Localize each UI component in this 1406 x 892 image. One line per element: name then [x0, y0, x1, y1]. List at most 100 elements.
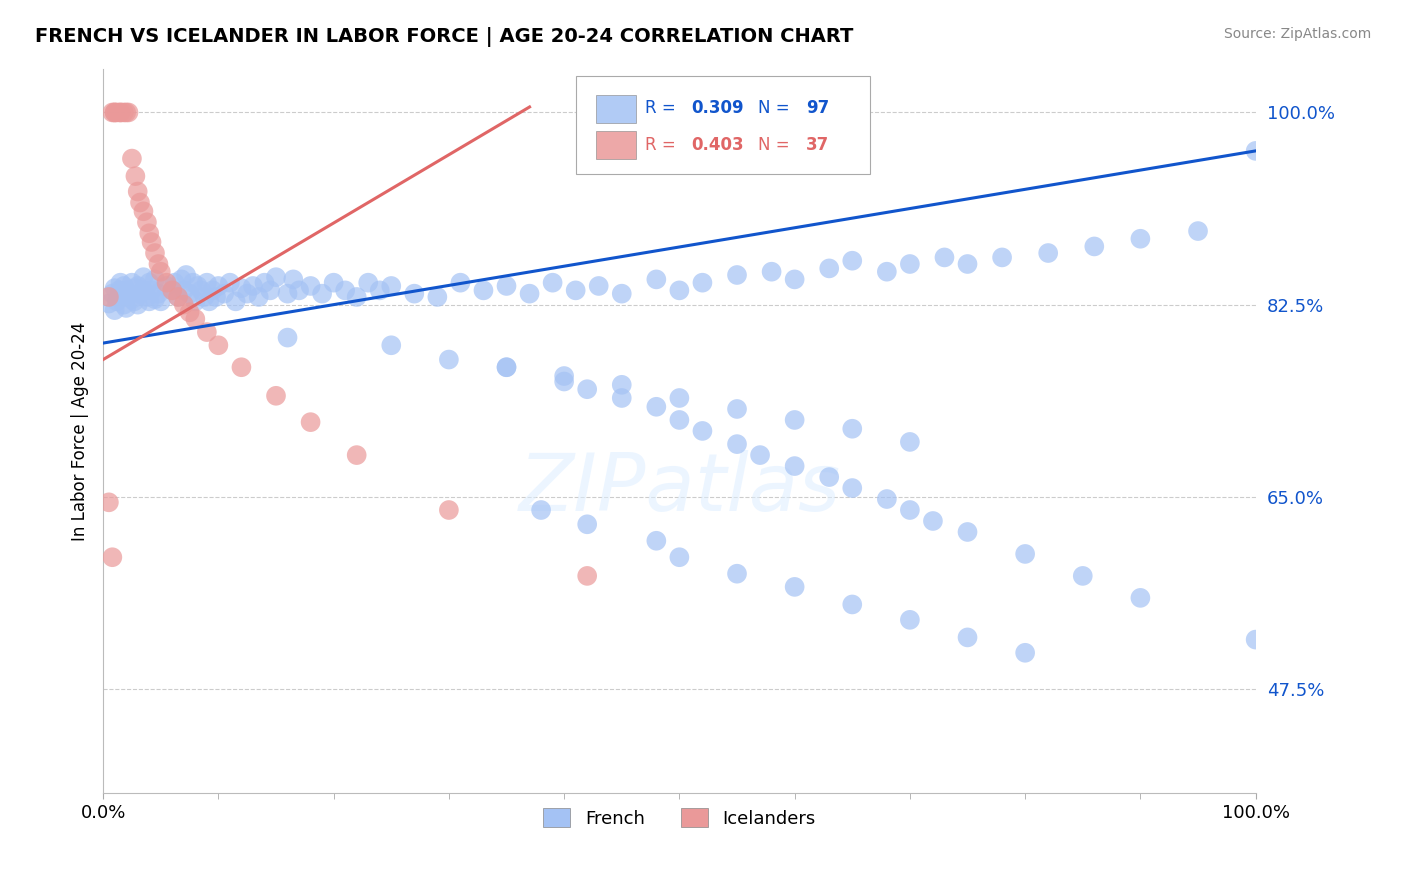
- Point: [163, 276, 186, 290]
- Point: [124, 281, 146, 295]
- Point: [322, 276, 344, 290]
- Point: [104, 303, 127, 318]
- Point: [783, 413, 806, 427]
- Point: [610, 286, 633, 301]
- Point: [143, 246, 166, 260]
- Point: [181, 276, 204, 290]
- Point: [692, 424, 714, 438]
- Point: [117, 286, 139, 301]
- Point: [242, 279, 264, 293]
- Point: [783, 459, 806, 474]
- Point: [1038, 246, 1060, 260]
- Point: [841, 598, 863, 612]
- Point: [179, 305, 201, 319]
- Point: [668, 284, 690, 298]
- Point: [841, 253, 863, 268]
- Point: [253, 276, 276, 290]
- Point: [184, 294, 207, 309]
- Point: [97, 296, 120, 310]
- Point: [588, 279, 610, 293]
- Point: [127, 185, 149, 199]
- Point: [121, 276, 143, 290]
- Point: [112, 105, 135, 120]
- Text: 97: 97: [806, 99, 830, 118]
- Point: [553, 375, 575, 389]
- Point: [898, 503, 921, 517]
- Point: [264, 270, 287, 285]
- Point: [184, 312, 207, 326]
- Text: 0.403: 0.403: [690, 136, 744, 153]
- Point: [645, 533, 668, 548]
- Point: [1129, 232, 1152, 246]
- Point: [437, 503, 460, 517]
- Point: [236, 286, 259, 301]
- Point: [110, 105, 132, 120]
- Point: [231, 281, 253, 295]
- Point: [155, 279, 177, 293]
- Point: [818, 470, 841, 484]
- Point: [841, 481, 863, 495]
- Point: [426, 290, 449, 304]
- Point: [553, 369, 575, 384]
- Point: [205, 290, 228, 304]
- Point: [104, 105, 127, 120]
- Point: [898, 257, 921, 271]
- Point: [1083, 239, 1105, 253]
- Point: [129, 286, 152, 301]
- Point: [725, 268, 748, 282]
- Point: [277, 286, 299, 301]
- Point: [519, 286, 541, 301]
- Point: [121, 152, 143, 166]
- Text: N =: N =: [758, 99, 794, 118]
- Point: [357, 276, 380, 290]
- Point: [277, 330, 299, 344]
- Point: [201, 284, 224, 298]
- Point: [170, 272, 193, 286]
- Point: [495, 360, 517, 375]
- Point: [173, 284, 195, 298]
- Point: [956, 257, 979, 271]
- Point: [725, 401, 748, 416]
- Point: [449, 276, 471, 290]
- Point: [198, 294, 221, 309]
- Point: [610, 377, 633, 392]
- Point: [127, 279, 149, 293]
- Point: [876, 265, 898, 279]
- Point: [472, 284, 495, 298]
- Point: [190, 284, 212, 298]
- Point: [101, 105, 124, 120]
- Point: [1129, 591, 1152, 605]
- FancyBboxPatch shape: [596, 131, 636, 159]
- Point: [725, 566, 748, 581]
- Point: [404, 286, 426, 301]
- Point: [818, 261, 841, 276]
- Point: [141, 235, 163, 249]
- Point: [127, 298, 149, 312]
- Point: [437, 352, 460, 367]
- Point: [1244, 632, 1267, 647]
- Point: [225, 294, 247, 309]
- Point: [148, 257, 170, 271]
- Point: [956, 524, 979, 539]
- Point: [148, 286, 170, 301]
- Point: [564, 284, 586, 298]
- Point: [219, 276, 242, 290]
- Point: [179, 286, 201, 301]
- Point: [1014, 646, 1036, 660]
- Point: [668, 391, 690, 405]
- Point: [934, 251, 956, 265]
- Point: [135, 215, 157, 229]
- Point: [143, 272, 166, 286]
- Point: [231, 360, 253, 375]
- Text: Source: ZipAtlas.com: Source: ZipAtlas.com: [1223, 27, 1371, 41]
- Point: [530, 503, 553, 517]
- Y-axis label: In Labor Force | Age 20-24: In Labor Force | Age 20-24: [72, 321, 89, 541]
- Point: [104, 105, 127, 120]
- Point: [495, 279, 517, 293]
- Point: [124, 169, 146, 183]
- Point: [138, 226, 160, 240]
- Point: [101, 550, 124, 565]
- Point: [195, 325, 218, 339]
- Point: [333, 284, 356, 298]
- Point: [173, 298, 195, 312]
